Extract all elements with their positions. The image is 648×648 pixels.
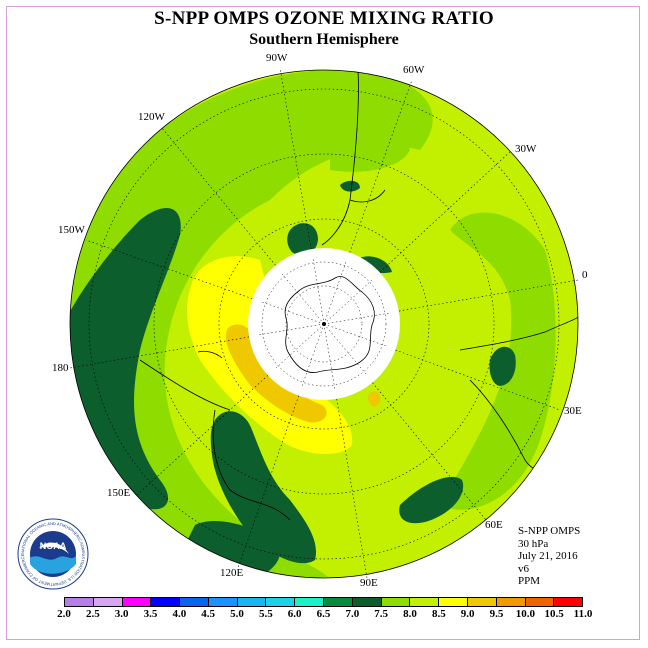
colorbar-tick-label: 9.5 [489, 608, 504, 620]
colorbar-swatch [352, 598, 382, 606]
meridian-0 [323, 279, 579, 325]
colorbar-tick-label: 8.5 [431, 608, 446, 620]
lon-label-180: 180 [52, 362, 69, 374]
latitude-circle-2 [153, 153, 495, 495]
graticule [69, 67, 579, 579]
colorbar-tick-label: 4.0 [172, 608, 187, 620]
lon-label-150e: 150E [107, 487, 131, 499]
lon-label-60w: 60W [403, 64, 425, 76]
colorbar-tick-label: 10.0 [515, 608, 535, 620]
field-darkgreen-se [399, 476, 464, 524]
map-border [69, 69, 579, 579]
colorbar-swatch [525, 598, 555, 606]
noaa-logo: NOAA NATIONAL OCEANIC AND ATMOSPHERIC AD… [17, 518, 89, 590]
colorbar-swatch [381, 598, 411, 606]
colorbar-tick-label: 6.0 [287, 608, 302, 620]
colorbar-tick-label: 3.0 [114, 608, 129, 620]
colorbar-swatch [180, 598, 209, 606]
logo-text: NOAA [40, 541, 67, 551]
field-orange-small [368, 391, 381, 407]
info-version: v6 [518, 562, 529, 575]
south-pole-marker [322, 322, 326, 326]
map-title: S-NPP OMPS OZONE MIXING RATIO [154, 8, 494, 29]
map-subtitle: Southern Hemisphere [249, 31, 399, 48]
latitude-circle-1 [218, 218, 430, 430]
meridian-180 [69, 323, 325, 369]
info-date: July 21, 2016 [518, 550, 578, 563]
figure-frame [6, 6, 640, 640]
meridian-120e [237, 323, 325, 569]
colorbar-swatch [410, 598, 440, 606]
colorbar-swatch [208, 598, 238, 606]
info-instrument: S-NPP OMPS [518, 525, 581, 537]
lon-label-120w: 120W [138, 111, 166, 123]
colorbar-swatch [151, 598, 181, 606]
meridian-90w [279, 67, 325, 325]
colorbar-swatch [554, 598, 583, 606]
nz-coast [197, 350, 223, 359]
lon-label-30w: 30W [515, 143, 537, 155]
meridian-90e [323, 323, 368, 579]
antarctica-coast [284, 276, 375, 373]
colorbar-tick-label: 3.5 [143, 608, 158, 620]
field-green-northeast [330, 131, 410, 172]
field-green-east [440, 212, 556, 510]
info-units: PPM [518, 575, 541, 588]
lon-label-30e: 30E [564, 405, 582, 417]
colorbar-swatch [266, 598, 296, 606]
colorbar-swatch [439, 598, 468, 606]
lon-label-0: 0 [582, 269, 588, 281]
field-darkgreen-south [210, 411, 316, 564]
colorbar-tick-label: 4.5 [201, 608, 216, 620]
field-darkgreen-n1 [287, 223, 318, 256]
colorbar-tick-label: 7.0 [345, 608, 360, 620]
meridian-30w [323, 149, 513, 325]
colorbar-tick-label: 11.0 [573, 608, 593, 620]
colorbar-tick-label: 2.5 [85, 608, 100, 620]
lon-label-90w: 90W [266, 52, 288, 64]
colorbar-tick-label: 5.5 [258, 608, 273, 620]
colorbar-ticks: 2.0 2.5 3.0 3.5 4.0 4.5 5.0 5.5 6.0 6.5 7.0 7.5 8.0 8… [57, 608, 592, 622]
colorbar-swatch [496, 598, 526, 606]
colorbar-swatch [122, 598, 152, 606]
meridian-30e [323, 323, 561, 411]
latitude-circle-3 [88, 88, 560, 560]
longitude-labels: 90W 60W 30W 0 30E 60E 90E 120E 150E 180 … [52, 52, 588, 589]
colorbar-swatch [324, 598, 353, 606]
lon-label-60e: 60E [485, 519, 503, 531]
coastlines [139, 70, 578, 521]
colorbar-tick-label: 6.5 [316, 608, 331, 620]
lon-label-120e: 120E [220, 567, 244, 579]
logo-wave [30, 556, 76, 574]
colorbar-tick-label: 10.5 [544, 608, 564, 620]
australia-coast [139, 359, 291, 521]
field-darkgreen-east [489, 346, 516, 386]
colorbar-swatch [295, 598, 325, 606]
polar-graticule [257, 257, 391, 391]
colorbar-tick-label: 2.0 [57, 608, 71, 620]
colorbar-tick-label: 7.5 [374, 608, 389, 620]
logo-gull [39, 542, 69, 554]
colorbar-tick-label: 9.0 [460, 608, 475, 620]
colorbar-tick-label: 8.0 [403, 608, 417, 620]
meridian-60w [323, 79, 413, 325]
info-level: 30 hPa [518, 537, 549, 550]
colorbar-swatch [467, 598, 497, 606]
south-america-coast [321, 70, 386, 246]
info-block: S-NPP OMPS 30 hPa July 21, 2016 v6 PPM [518, 525, 580, 588]
colorbar-swatch [65, 598, 94, 606]
field-darkgreen-n3 [340, 180, 360, 192]
lon-label-150w: 150W [58, 224, 86, 236]
colorbar-swatch [237, 598, 267, 606]
lon-label-90e: 90E [360, 577, 378, 589]
colorbar [64, 597, 583, 607]
colorbar-tick-label: 5.0 [230, 608, 244, 620]
colorbar-swatch [93, 598, 123, 606]
